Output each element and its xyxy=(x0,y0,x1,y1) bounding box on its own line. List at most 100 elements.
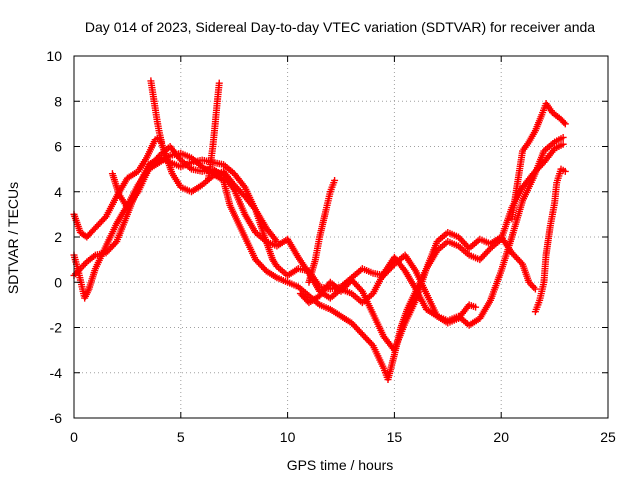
series-9 xyxy=(508,100,569,223)
data-point xyxy=(366,338,374,346)
data-point xyxy=(458,236,466,244)
y-tick-label: 6 xyxy=(54,139,62,155)
data-point xyxy=(107,244,115,252)
data-point xyxy=(361,334,369,342)
data-point xyxy=(561,167,569,175)
data-point xyxy=(355,284,363,292)
data-point xyxy=(360,332,368,340)
data-point xyxy=(352,281,360,289)
data-point xyxy=(483,248,491,256)
data-point xyxy=(253,257,261,265)
data-point xyxy=(349,278,357,286)
data-point xyxy=(561,120,569,128)
data-point xyxy=(104,247,112,255)
data-point xyxy=(472,303,480,311)
data-point xyxy=(480,251,488,259)
data-point xyxy=(337,287,345,295)
data-point xyxy=(97,217,105,225)
data-point xyxy=(479,252,487,260)
data-point xyxy=(259,264,267,272)
data-point xyxy=(528,282,536,290)
data-point xyxy=(530,283,538,291)
data-point xyxy=(80,261,88,269)
data-point xyxy=(110,241,118,249)
data-point xyxy=(340,284,348,292)
data-point xyxy=(352,324,360,332)
data-point xyxy=(331,176,339,184)
data-point xyxy=(517,259,525,267)
series-6 xyxy=(147,77,166,146)
data-point xyxy=(252,256,260,264)
data-point xyxy=(354,282,362,290)
data-point xyxy=(511,252,519,260)
x-tick-label: 25 xyxy=(600,429,616,445)
y-tick-label: 2 xyxy=(54,229,62,245)
y-tick-label: -6 xyxy=(50,410,63,426)
data-point xyxy=(343,281,351,289)
data-point xyxy=(94,221,102,229)
y-tick-label: -4 xyxy=(50,365,63,381)
data-point xyxy=(368,340,376,348)
x-axis-label: GPS time / hours xyxy=(287,457,394,473)
series-7 xyxy=(305,176,339,286)
data-point xyxy=(91,224,99,232)
data-point xyxy=(454,233,462,241)
data-point xyxy=(258,262,266,270)
x-tick-label: 0 xyxy=(70,429,78,445)
data-point xyxy=(101,214,109,222)
data-point xyxy=(348,276,356,284)
data-point xyxy=(348,319,356,327)
data-point xyxy=(351,322,359,330)
data-point xyxy=(256,260,264,268)
data-point xyxy=(559,140,567,148)
data-point xyxy=(560,118,568,126)
data-point xyxy=(462,241,470,249)
data-point xyxy=(485,246,493,254)
y-tick-label: 4 xyxy=(54,184,62,200)
data-point xyxy=(355,327,363,335)
x-tick-label: 20 xyxy=(493,429,509,445)
data-point xyxy=(357,286,365,294)
data-point xyxy=(158,138,166,146)
data-point xyxy=(461,239,469,247)
data-point xyxy=(456,235,464,243)
series-10 xyxy=(531,165,569,316)
data-point xyxy=(509,250,517,258)
data-point xyxy=(345,279,353,287)
x-tick-label: 5 xyxy=(177,429,185,445)
data-point xyxy=(477,254,485,262)
data-point xyxy=(99,216,107,224)
y-tick-label: 8 xyxy=(54,93,62,109)
data-point xyxy=(351,279,359,287)
y-axis-label: SDTVAR / TECUs xyxy=(5,182,21,294)
series-5 xyxy=(205,79,223,182)
data-point xyxy=(482,249,490,257)
data-point xyxy=(342,282,350,290)
data-point xyxy=(238,189,246,197)
data-point xyxy=(96,219,104,227)
data-point xyxy=(111,239,119,247)
y-tick-label: 0 xyxy=(54,274,62,290)
data-point xyxy=(349,321,357,329)
series-8 xyxy=(296,228,539,354)
data-point xyxy=(514,255,522,263)
chart-title: Day 014 of 2023, Sidereal Day-to-day VTE… xyxy=(85,19,595,35)
data-point xyxy=(531,285,539,293)
data-point xyxy=(339,286,347,294)
data-point xyxy=(354,325,362,333)
data-point xyxy=(559,133,567,141)
x-tick-label: 10 xyxy=(280,429,296,445)
x-tick-label: 15 xyxy=(387,429,403,445)
data-point xyxy=(476,256,484,264)
data-point xyxy=(364,337,372,345)
data-point xyxy=(358,330,366,338)
data-point xyxy=(459,238,467,246)
data-series xyxy=(70,77,569,384)
y-tick-label: -2 xyxy=(50,320,63,336)
data-point xyxy=(363,335,371,343)
axis-ticks: 0 5 10 15 20 25 -6 -4 -2 0 2 4 6 8 10 xyxy=(46,48,616,445)
data-point xyxy=(512,254,520,262)
data-point xyxy=(516,257,524,265)
y-tick-label: 10 xyxy=(46,48,62,64)
